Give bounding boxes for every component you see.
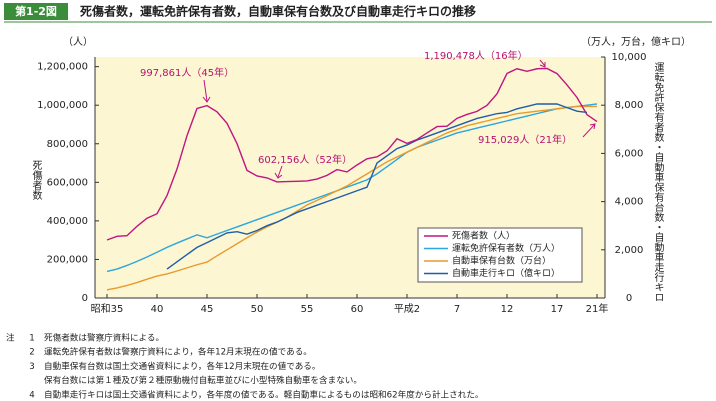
arrow — [539, 59, 546, 67]
y2-tick-label: 0 — [626, 293, 632, 304]
y-axis-label: 死傷者数 — [30, 160, 42, 201]
annotation-arrows — [202, 59, 596, 179]
figure-label: 第1-2図 — [15, 4, 57, 18]
y-tick-label: 0 — [82, 293, 88, 304]
arrow-head — [202, 96, 211, 103]
note-label: 注 — [6, 332, 15, 344]
note-number: 3 — [29, 362, 34, 372]
y2-tick-label: 4,000 — [615, 197, 644, 208]
series-line — [106, 103, 598, 273]
x-tick-label: 21年 — [586, 302, 609, 315]
x-tick-label: 60 — [351, 304, 364, 315]
series-line — [106, 105, 597, 291]
x-tick-label: 12 — [501, 304, 514, 315]
legend-label: 運転免許保有者数（万人） — [452, 242, 560, 254]
y-tick-label: 1,000,000 — [37, 100, 88, 111]
arrow — [582, 123, 596, 138]
legend-label: 自動車走行キロ（億キロ） — [452, 267, 560, 279]
note-text: 自動車走行キロは国土交通省資料により，各年度の値である。軽自動車によるものは昭和… — [44, 388, 484, 400]
y2-tick-label: 10,000 — [612, 52, 647, 63]
series-line — [106, 67, 598, 241]
y-tick-label: 600,000 — [47, 177, 88, 188]
note-text: 保有台数には第１種及び第２種原動機付自転車並びに小型特殊自動車を含まない。 — [44, 374, 362, 386]
x-tick-label: 昭和35 — [91, 303, 124, 315]
note-number: 1 — [29, 334, 34, 344]
arrow — [277, 165, 283, 178]
note-text: 運転免許保有者数は警察庁資料により，各年12月末現在の値である。 — [44, 346, 312, 358]
x-tick-label: 45 — [201, 304, 214, 315]
y2-axis-label: 運転免許保有者数・自動車保有台数・自動車走行キロ — [652, 62, 664, 302]
x-tick-label: 17 — [551, 304, 564, 315]
x-tick-label: 55 — [301, 304, 314, 315]
annotation: 915,029人（21年） — [478, 133, 572, 146]
arrow-head — [274, 172, 283, 179]
y2-tick-label: 6,000 — [615, 148, 644, 159]
series-line — [166, 103, 588, 270]
arrow-head — [589, 123, 596, 130]
y2-tick-label: 2,000 — [615, 245, 644, 256]
x-tick-label: 40 — [151, 304, 164, 315]
legend-label: 自動車保有台数（万台） — [452, 255, 551, 267]
x-tick-label: 平成2 — [394, 303, 420, 315]
y-unit: （人） — [63, 36, 93, 48]
annotation: 997,861人（45年） — [140, 66, 234, 79]
note-number: 4 — [29, 390, 34, 400]
annotation: 602,156人（52年） — [258, 153, 352, 166]
chart-title: 死傷者数，運転免許保有者数，自動車保有台数及び自動車走行キロの推移 — [80, 4, 476, 19]
arrow-head — [539, 62, 546, 68]
y-tick-label: 400,000 — [47, 216, 88, 227]
note-text: 死傷者数は警察庁資料による。 — [44, 332, 164, 344]
note-text: 自動車保有台数は国土交通省資料により，各年12月末現在の値である。 — [44, 360, 320, 372]
x-tick-label: 50 — [251, 304, 264, 315]
y-tick-label: 800,000 — [47, 139, 88, 150]
y2-unit: （万人，万台，億キロ） — [581, 35, 691, 48]
arrow — [203, 79, 208, 102]
legend-label: 死傷者数（人） — [452, 230, 515, 242]
y2-tick-label: 8,000 — [615, 100, 644, 111]
note-number: 2 — [29, 348, 34, 358]
y-tick-label: 1,200,000 — [37, 62, 88, 73]
figure-tag — [4, 3, 68, 20]
y-tick-label: 200,000 — [47, 254, 88, 265]
x-tick-label: 7 — [454, 304, 460, 315]
annotation: 1,190,478人（16年） — [424, 49, 528, 62]
